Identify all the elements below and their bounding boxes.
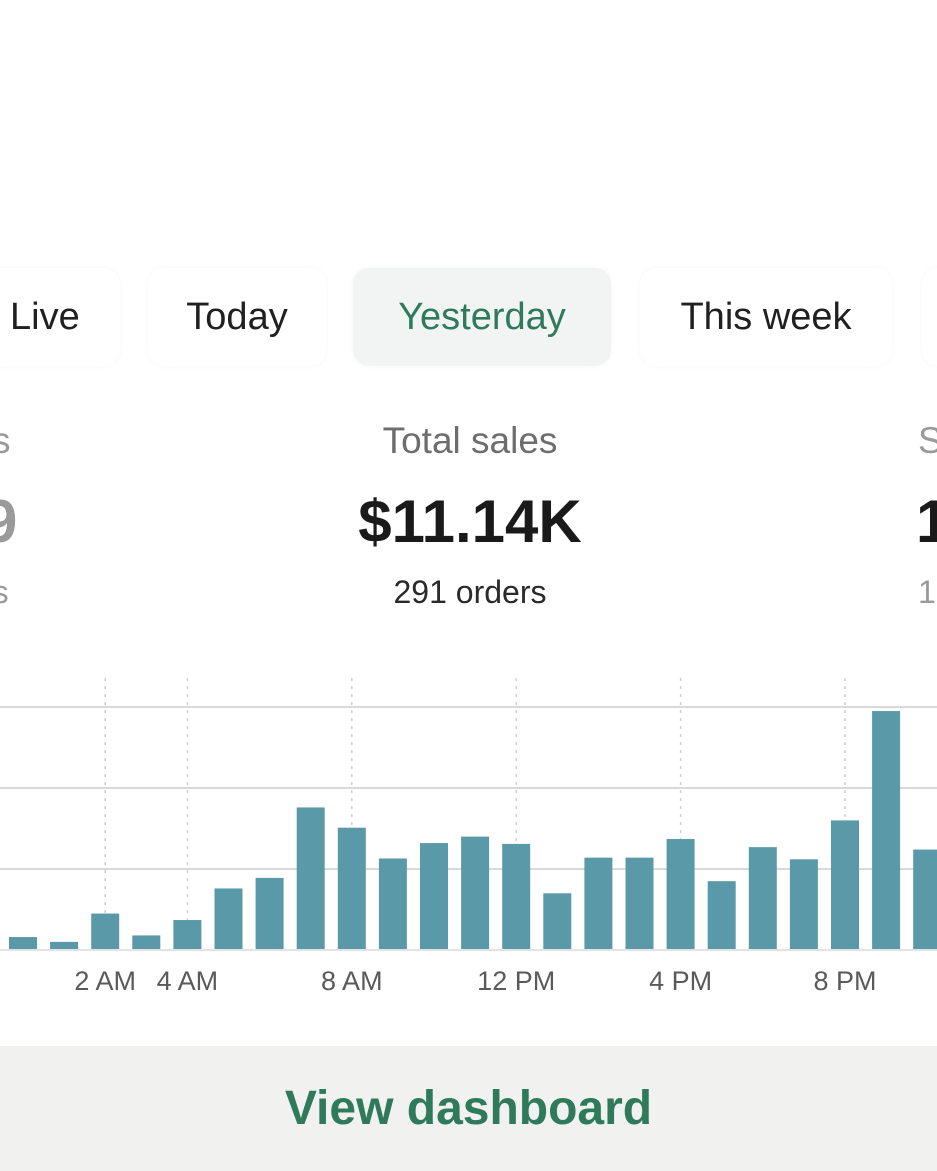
bar-3-pm <box>625 857 654 950</box>
metric-right: S 1 1( <box>916 410 937 620</box>
bar-9-am <box>378 858 407 950</box>
bar-7-pm <box>789 859 818 950</box>
view-dashboard-button[interactable]: View dashboard <box>0 1046 937 1171</box>
tab-today-label: Today <box>186 295 288 338</box>
metric-left: s 9 rs <box>0 410 30 620</box>
bar-5-pm <box>707 881 736 950</box>
sales-chart: 2 AM 4 AM 8 AM 12 PM 4 PM 8 PM <box>0 678 937 996</box>
metric-left-value: 9 <box>0 488 18 555</box>
bar-4-am <box>173 920 202 950</box>
tab-today[interactable]: Today <box>148 268 326 366</box>
metric-right-sub: 1( <box>918 574 937 610</box>
x-tick-label: 12 PM <box>477 966 555 996</box>
bar-9-pm <box>872 711 901 950</box>
bar-10-pm <box>913 849 937 950</box>
bar-6-pm <box>748 847 777 950</box>
tab-this-week[interactable]: This week <box>640 268 892 366</box>
tab-next-partial[interactable] <box>922 268 937 366</box>
bar-12-pm <box>502 843 531 950</box>
x-tick-label: 4 AM <box>157 966 219 996</box>
tab-this-week-label: This week <box>680 295 852 338</box>
bar-2-pm <box>584 857 613 950</box>
metric-value: $11.14K <box>358 488 582 555</box>
bar-4-pm <box>666 839 695 950</box>
bar-8-pm <box>831 820 859 950</box>
bar-1-pm <box>543 893 572 950</box>
tab-yesterday[interactable]: Yesterday <box>353 268 611 366</box>
metric-left-title: s <box>0 420 11 461</box>
tab-yesterday-label: Yesterday <box>398 295 566 338</box>
bar-5-am <box>214 888 243 950</box>
bar-7-am <box>296 807 325 950</box>
metric-right-value: 1 <box>916 488 937 555</box>
bar-6-am <box>255 877 284 950</box>
tab-live-label: Live <box>10 295 80 338</box>
tab-live[interactable]: Live <box>0 268 120 366</box>
x-tick-label: 8 PM <box>813 966 876 996</box>
metric-right-title: S <box>918 420 937 461</box>
metric-left-sub: rs <box>0 574 9 610</box>
bar-2-am <box>91 913 120 950</box>
x-tick-label: 8 AM <box>321 966 383 996</box>
bar-8-am <box>337 827 366 950</box>
x-tick-label: 4 PM <box>649 966 712 996</box>
x-tick-label: 2 AM <box>74 966 136 996</box>
bar-3-am <box>132 935 161 950</box>
view-dashboard-label: View dashboard <box>284 1082 653 1135</box>
metric-title: Total sales <box>382 420 558 461</box>
bar-11-am <box>461 836 490 950</box>
bar-1-am <box>50 941 79 950</box>
metric-center: Total sales $11.14K 291 orders <box>0 0 937 610</box>
bar-12-am <box>9 937 37 950</box>
bar-10-am <box>420 843 448 950</box>
metric-orders: 291 orders <box>393 574 547 610</box>
